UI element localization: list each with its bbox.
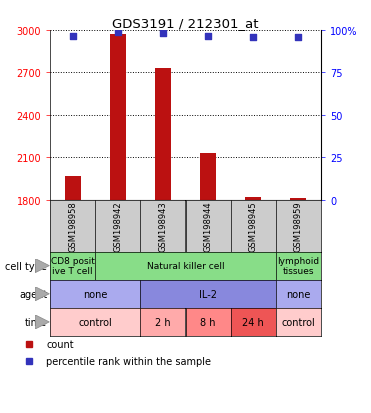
Text: agent: agent [19,289,47,299]
Text: IL-2: IL-2 [199,289,217,299]
Text: time: time [25,317,47,327]
Bar [155,69,171,200]
Text: Natural killer cell: Natural killer cell [147,261,224,271]
Text: 8 h: 8 h [200,317,216,327]
Point [160,31,166,38]
Point [250,34,256,41]
Text: control: control [78,317,112,327]
Text: count: count [46,339,74,349]
Bar [290,199,306,200]
Bar [245,197,261,200]
Text: control: control [282,317,315,327]
Polygon shape [35,259,49,273]
Text: GSM198959: GSM198959 [294,201,303,252]
Text: 2 h: 2 h [155,317,171,327]
Text: GSM198943: GSM198943 [158,201,167,252]
Point [295,34,301,41]
Text: 24 h: 24 h [242,317,264,327]
Text: GSM198958: GSM198958 [68,201,77,252]
Polygon shape [35,315,49,329]
Bar [65,176,81,200]
Bar [110,35,126,200]
Text: GSM198942: GSM198942 [113,201,122,252]
Text: none: none [286,289,311,299]
Polygon shape [35,287,49,301]
Text: cell type: cell type [6,261,47,271]
Text: GSM198945: GSM198945 [249,201,258,252]
Text: percentile rank within the sample: percentile rank within the sample [46,356,211,366]
Point [70,33,76,40]
Point [205,33,211,40]
Text: CD8 posit
ive T cell: CD8 posit ive T cell [51,256,95,275]
Text: lymphoid
tissues: lymphoid tissues [277,256,319,275]
Text: GSM198944: GSM198944 [204,201,213,252]
Point [115,29,121,36]
Bar [200,154,216,200]
Title: GDS3191 / 212301_at: GDS3191 / 212301_at [112,17,259,30]
Text: none: none [83,289,108,299]
